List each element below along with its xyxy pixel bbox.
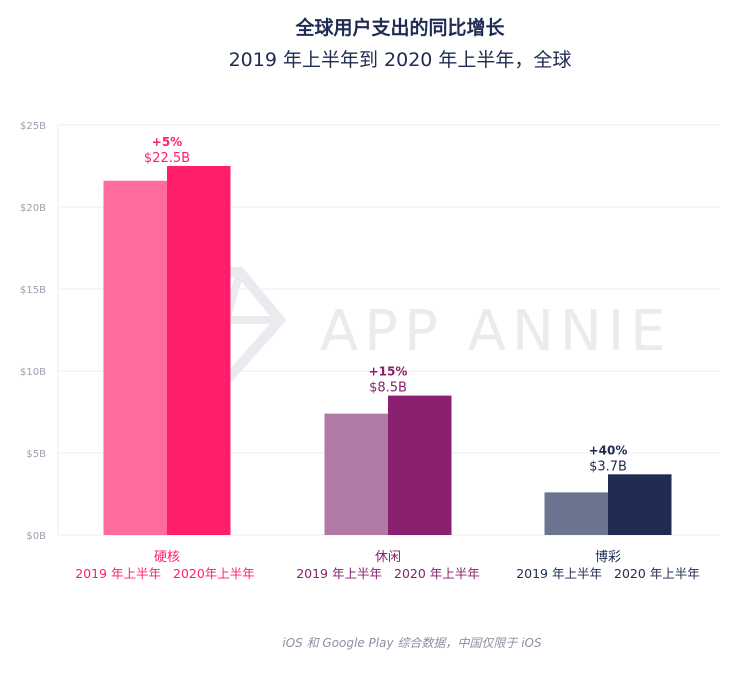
chart-subtitle: 2019 年上半年到 2020 年上半年，全球 bbox=[229, 49, 572, 71]
svg-text:APP ANNIE: APP ANNIE bbox=[320, 299, 672, 364]
growth-label: +40% bbox=[589, 443, 628, 457]
y-tick-label: $15B bbox=[20, 285, 46, 296]
bar-1-1 bbox=[388, 395, 452, 535]
series-label: 2019 年上半年 bbox=[75, 566, 161, 581]
bar-2-1 bbox=[608, 474, 672, 535]
bar-0-0 bbox=[103, 180, 167, 535]
chart-title: 全球用户支出的同比增长 bbox=[294, 16, 505, 39]
series-label: 2020 年上半年 bbox=[614, 566, 700, 581]
growth-label: +5% bbox=[152, 135, 182, 149]
y-tick-label: $10B bbox=[20, 367, 46, 378]
category-label: 休闲 bbox=[375, 550, 401, 565]
series-label: 2020年上半年 bbox=[173, 566, 255, 581]
bar-1-0 bbox=[324, 413, 388, 535]
bar-0-1 bbox=[167, 166, 231, 535]
value-label: $22.5B bbox=[144, 151, 190, 166]
y-tick-label: $20B bbox=[20, 203, 46, 214]
y-tick-label: $5B bbox=[26, 449, 46, 460]
value-label: $3.7B bbox=[589, 459, 627, 474]
y-tick-label: $25B bbox=[20, 121, 46, 132]
category-label: 硬核 bbox=[154, 550, 180, 565]
value-label: $8.5B bbox=[369, 381, 407, 396]
series-label: 2020 年上半年 bbox=[394, 566, 480, 581]
category-label: 博彩 bbox=[595, 550, 621, 565]
footnote: iOS 和 Google Play 综合数据，中国仅限于 iOS bbox=[282, 636, 542, 650]
growth-label: +15% bbox=[369, 365, 408, 379]
bar-2-0 bbox=[544, 492, 608, 535]
y-tick-label: $0B bbox=[26, 531, 46, 542]
series-label: 2019 年上半年 bbox=[296, 566, 382, 581]
series-label: 2019 年上半年 bbox=[516, 566, 602, 581]
